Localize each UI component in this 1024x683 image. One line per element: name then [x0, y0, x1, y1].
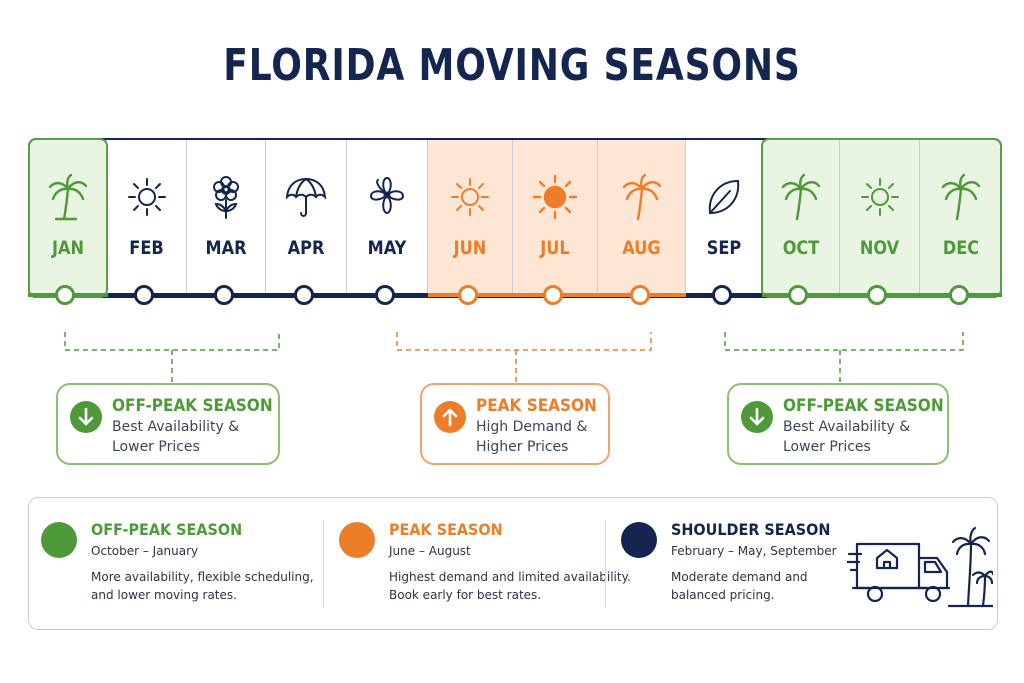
- timeline-dot-feb: [134, 285, 154, 305]
- callout-line: Best Availability &: [783, 419, 911, 435]
- arrow-down-icon: [741, 401, 773, 433]
- month-label: AUG: [622, 237, 661, 259]
- callout-line: Higher Prices: [476, 439, 569, 455]
- month-may: MAY: [347, 140, 428, 296]
- legend-desc: More availability, flexible scheduling,: [91, 570, 314, 584]
- month-apr: APR: [266, 140, 347, 296]
- month-label: OCT: [782, 237, 820, 259]
- month-sep: SEP: [686, 140, 763, 296]
- legend-name: PEAK SEASON: [389, 520, 503, 539]
- timeline-dot-oct: [788, 285, 808, 305]
- month-jun: JUN: [428, 140, 513, 296]
- legend-name: SHOULDER SEASON: [671, 520, 831, 539]
- timeline-dot-jun: [458, 285, 478, 305]
- legend-color-dot: [41, 522, 77, 558]
- month-aug: AUG: [598, 140, 686, 296]
- month-label: APR: [287, 237, 325, 259]
- callout-line: Lower Prices: [783, 439, 871, 455]
- legend-divider: [323, 520, 324, 608]
- timeline-dot-jul: [543, 285, 563, 305]
- legend-range: February – May, September: [671, 544, 837, 558]
- palm-tree-icon: [622, 173, 661, 221]
- timeline-dot-mar: [214, 285, 234, 305]
- timeline-dot-apr: [294, 285, 314, 305]
- flower-icon: [213, 176, 239, 219]
- legend-off-peak: OFF-PEAK SEASON October – January More a…: [29, 498, 319, 631]
- timeline-dot-aug: [630, 285, 650, 305]
- sun-outline-icon: [860, 178, 899, 216]
- callout-line: High Demand &: [476, 419, 588, 435]
- arrow-down-icon: [70, 401, 102, 433]
- month-label: SEP: [706, 237, 742, 259]
- legend-desc: Book early for best rates.: [389, 588, 542, 602]
- sun-outline-icon: [451, 178, 489, 216]
- callout-title: PEAK SEASON: [476, 396, 597, 416]
- timeline-dot-dec: [949, 285, 969, 305]
- month-strip: JAN FEB MAR: [28, 138, 1002, 298]
- umbrella-icon: [285, 177, 327, 217]
- legend-color-dot: [339, 522, 375, 558]
- month-jan: JAN: [30, 140, 107, 296]
- month-label: JUN: [453, 237, 487, 259]
- legend-desc: balanced pricing.: [671, 588, 775, 602]
- month-oct: OCT: [763, 140, 840, 296]
- moving-truck-with-palm-trees-icon: [847, 526, 993, 608]
- bracket-off-peak-right: [724, 332, 964, 383]
- arrow-up-icon: [434, 401, 466, 433]
- palm-tree-icon: [941, 173, 981, 221]
- month-label: FEB: [129, 237, 164, 259]
- month-label: NOV: [859, 237, 900, 259]
- legend-divider: [605, 520, 606, 608]
- legend-shoulder: SHOULDER SEASON February – May, Septembe…: [609, 498, 839, 631]
- leaf-icon: [708, 179, 740, 215]
- palm-tree-icon: [781, 173, 821, 221]
- month-jul: JUL: [513, 140, 598, 296]
- timeline-dot-nov: [867, 285, 887, 305]
- month-label: MAR: [205, 237, 247, 259]
- month-mar: MAR: [187, 140, 266, 296]
- sun-filled-icon: [532, 174, 578, 220]
- timeline-dot-sep: [712, 285, 732, 305]
- legend-range: June – August: [389, 544, 471, 558]
- palm-tree-icon: [48, 173, 88, 221]
- legend-desc: Moderate demand and: [671, 570, 808, 584]
- month-label: JAN: [51, 237, 85, 259]
- month-label: JUL: [540, 237, 570, 259]
- callout-off-peak-left: OFF-PEAK SEASON Best Availability & Lowe…: [56, 383, 280, 465]
- page-title: FLORIDA MOVING SEASONS: [223, 40, 801, 91]
- callout-peak: PEAK SEASON High Demand & Higher Prices: [420, 383, 610, 465]
- callout-off-peak-right: OFF-PEAK SEASON Best Availability & Lowe…: [727, 383, 949, 465]
- hibiscus-icon: [369, 176, 405, 215]
- callout-line: Best Availability &: [112, 419, 240, 435]
- timeline-dot-jan: [55, 285, 75, 305]
- month-label: MAY: [367, 237, 407, 259]
- callout-title: OFF-PEAK SEASON: [783, 396, 944, 416]
- month-nov: NOV: [840, 140, 920, 296]
- month-label: DEC: [942, 237, 980, 259]
- bracket-peak: [396, 332, 652, 383]
- callout-line: Lower Prices: [112, 439, 200, 455]
- legend-desc: Highest demand and limited availability.: [389, 570, 631, 584]
- legend-name: OFF-PEAK SEASON: [91, 520, 243, 539]
- month-dec: DEC: [920, 140, 1000, 296]
- timeline: [28, 280, 1002, 310]
- timeline-segment-navy: [108, 293, 428, 297]
- sun-outline-icon: [127, 178, 166, 216]
- legend-panel: OFF-PEAK SEASON October – January More a…: [28, 497, 998, 630]
- legend-peak: PEAK SEASON June – August Highest demand…: [327, 498, 631, 631]
- legend-desc: and lower moving rates.: [91, 588, 237, 602]
- callout-title: OFF-PEAK SEASON: [112, 396, 273, 416]
- legend-color-dot: [621, 522, 657, 558]
- legend-range: October – January: [91, 544, 199, 558]
- bracket-off-peak-left: [64, 332, 280, 383]
- month-feb: FEB: [107, 140, 187, 296]
- timeline-dot-may: [375, 285, 395, 305]
